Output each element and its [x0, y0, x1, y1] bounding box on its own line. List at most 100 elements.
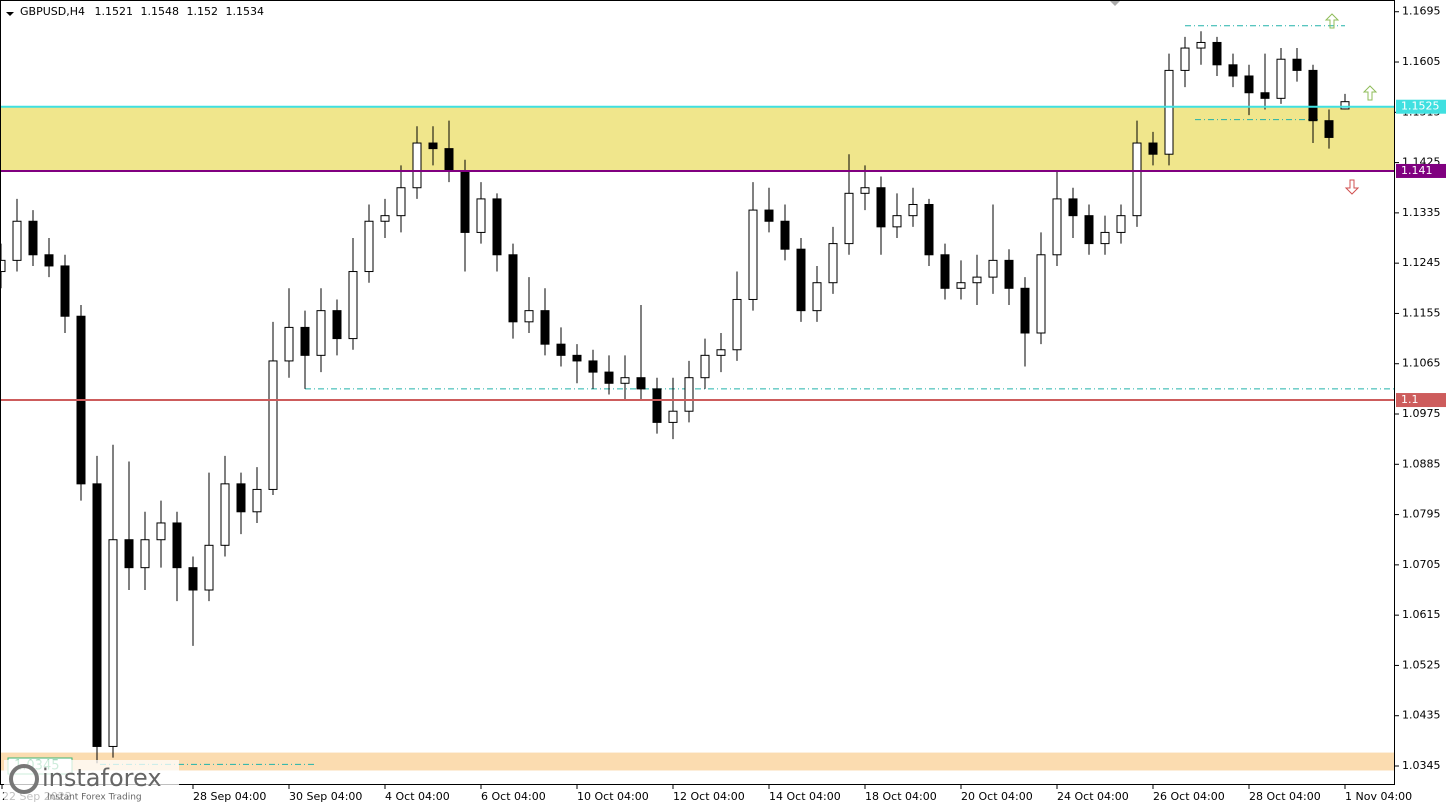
candle-body	[1148, 142, 1158, 155]
y-tick-label: 1.0525	[1402, 658, 1441, 671]
candle-body	[572, 354, 582, 362]
x-tick-label: 24 Oct 04:00	[1057, 790, 1129, 803]
candle-body	[1196, 41, 1206, 49]
x-tick-label: 10 Oct 04:00	[577, 790, 649, 803]
candle-body	[1212, 41, 1222, 66]
price-label-bg	[1396, 393, 1446, 408]
price-label-bg	[1396, 99, 1446, 114]
x-tick-label: 28 Sep 04:00	[193, 790, 266, 803]
candle-body	[268, 360, 278, 490]
candle-body	[284, 326, 294, 362]
brand: instaforex	[42, 764, 162, 792]
candle-body	[108, 539, 118, 747]
x-tick-label: 30 Sep 04:00	[289, 790, 362, 803]
high: 1.1548	[140, 5, 179, 18]
y-tick-label: 1.1695	[1402, 5, 1441, 18]
candle-body	[252, 488, 262, 513]
candle-body	[636, 377, 646, 390]
x-tick-label: 26 Oct 04:00	[1153, 790, 1225, 803]
zone	[0, 106, 1395, 171]
candle-body	[732, 298, 742, 351]
candle-body	[908, 203, 918, 217]
candle-body	[60, 265, 70, 317]
candle-body	[668, 410, 678, 423]
menu-triangle	[6, 12, 14, 16]
candle-body	[92, 483, 102, 747]
candle-body	[684, 377, 694, 412]
candle-body	[316, 310, 326, 356]
candle-body	[556, 343, 566, 356]
price-label: 1.141	[1401, 164, 1433, 177]
x-tick-label: 20 Oct 04:00	[961, 790, 1033, 803]
up-arrow	[1362, 85, 1378, 101]
candle-body	[1084, 215, 1094, 245]
y-tick-label: 1.0435	[1402, 709, 1441, 722]
candle-body	[780, 220, 790, 250]
candle-body	[364, 220, 374, 273]
candle-body	[476, 198, 486, 233]
candle-body	[956, 282, 966, 289]
candle-body	[380, 215, 390, 222]
candle-body	[172, 522, 182, 569]
candle-body	[1100, 231, 1110, 245]
candle-body	[1164, 69, 1174, 155]
y-tick-label: 1.1065	[1402, 357, 1441, 370]
candle-body	[348, 271, 358, 340]
candle-body	[988, 259, 998, 278]
candle-body	[540, 310, 550, 345]
candle-body	[396, 187, 406, 217]
watermark: instaforex Instant Forex Trading	[4, 760, 179, 803]
candle-body	[860, 187, 870, 194]
open: 1.1521	[94, 5, 133, 18]
candle-body	[1116, 215, 1126, 233]
y-tick-label: 1.0885	[1402, 457, 1441, 470]
y-tick-label: 1.0975	[1402, 407, 1441, 420]
candle-body	[460, 170, 470, 233]
chart-header: GBPUSD,H4 1.1521 1.1548 1.152 1.1534	[20, 5, 264, 18]
candle-body	[924, 203, 934, 256]
x-tick-label: 4 Oct 04:00	[385, 790, 450, 803]
candle-body	[1324, 120, 1334, 138]
candle-body	[812, 282, 822, 312]
logo	[9, 764, 39, 794]
candle-body	[444, 148, 454, 172]
y-tick-label: 1.0705	[1402, 558, 1441, 571]
y-tick-label: 1.1245	[1402, 256, 1441, 269]
price-label-bg	[1396, 163, 1446, 178]
candle-body	[140, 539, 150, 569]
plot-area	[0, 25, 1395, 771]
candle-body	[412, 142, 422, 189]
candle-body	[972, 276, 982, 284]
x-tick-label: 1 Nov 04:00	[1345, 790, 1412, 803]
candle-body	[492, 198, 502, 256]
candle-body	[1276, 58, 1286, 99]
candle-body	[1228, 64, 1238, 77]
y-tick-label: 1.0345	[1402, 759, 1441, 772]
x-tick-label: 18 Oct 04:00	[865, 790, 937, 803]
candle-body	[716, 349, 726, 356]
x-tick-label: 12 Oct 04:00	[673, 790, 745, 803]
candle-body	[236, 483, 246, 513]
price-label: 1.1	[1401, 393, 1419, 406]
candle-body	[156, 522, 166, 541]
zone	[0, 752, 1395, 771]
candle-body	[1340, 101, 1350, 110]
candle-body	[508, 254, 518, 323]
candle-body	[940, 254, 950, 289]
y-tick-label: 1.0615	[1402, 608, 1441, 621]
candle-body	[28, 220, 38, 256]
candle-body	[1292, 58, 1302, 71]
candle-body	[44, 254, 54, 267]
candle-body	[604, 371, 614, 384]
candle-body	[1132, 142, 1142, 217]
candle-body	[1244, 75, 1254, 94]
candle-body	[1068, 198, 1078, 217]
y-tick-label: 1.0795	[1402, 508, 1441, 521]
candle-body	[188, 567, 198, 591]
tagline: Instant Forex Trading	[47, 793, 142, 803]
down-arrow	[1344, 179, 1360, 195]
candle-body	[876, 187, 886, 228]
candle-body	[124, 539, 134, 569]
candle-body	[588, 360, 598, 373]
